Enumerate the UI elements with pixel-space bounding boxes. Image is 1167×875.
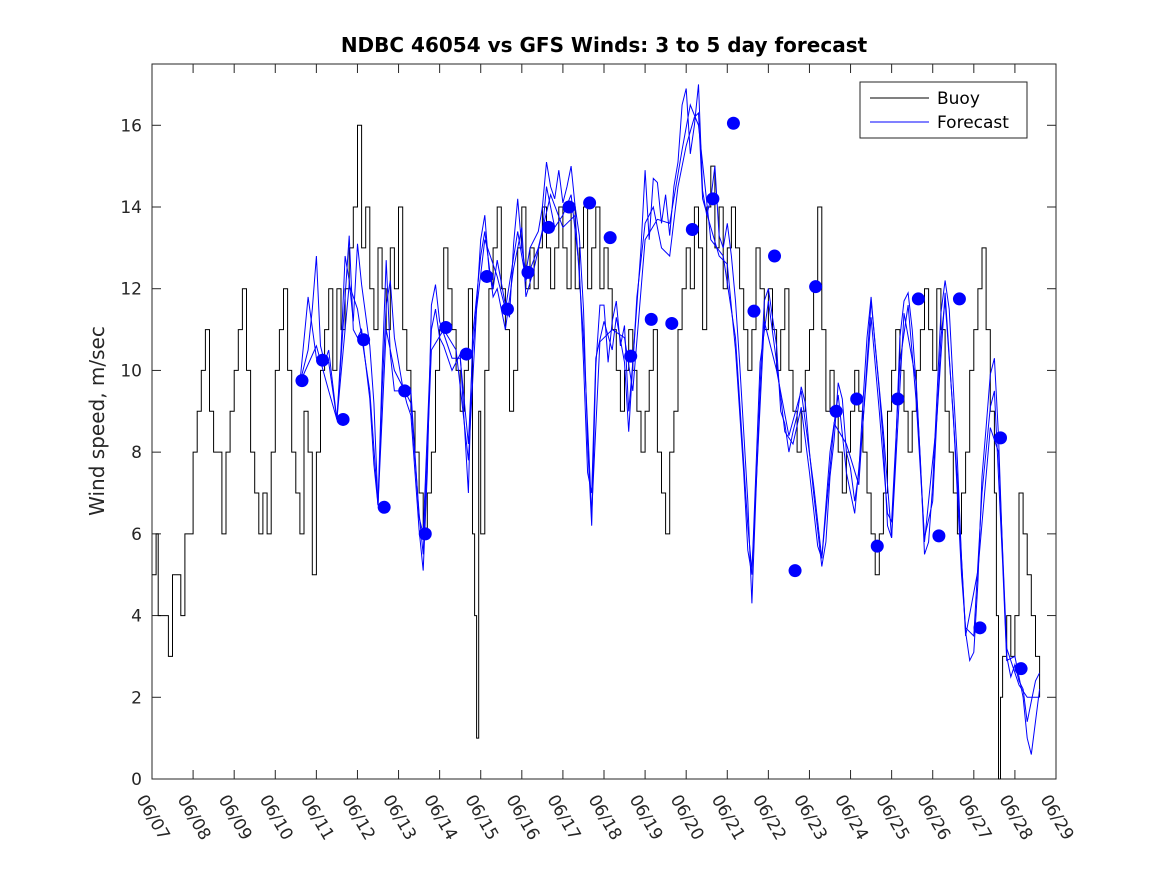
forecast-point	[665, 316, 679, 330]
y-tick-label: 0	[131, 770, 142, 790]
y-tick-label: 12	[120, 280, 142, 300]
forecast-point	[583, 196, 597, 210]
forecast-point	[439, 321, 453, 335]
y-tick-label: 16	[120, 116, 142, 136]
forecast-point	[644, 312, 658, 326]
forecast-point	[994, 431, 1008, 445]
x-tick-label: 06/26	[912, 792, 954, 844]
x-tick-label: 06/23	[789, 792, 831, 844]
forecast-point	[418, 527, 432, 541]
forecast-point	[870, 539, 884, 553]
forecast-point	[706, 192, 720, 206]
x-tick-label: 06/14	[419, 792, 461, 844]
forecast-point	[377, 500, 391, 514]
forecast-point	[809, 280, 823, 294]
forecast-point	[336, 412, 350, 426]
x-tick-label: 06/20	[666, 792, 708, 844]
y-tick-label: 8	[131, 443, 142, 463]
forecast-point	[788, 564, 802, 578]
forecast-point	[891, 392, 905, 406]
legend-buoy-label: Buoy	[937, 89, 980, 109]
x-tick-label: 06/16	[501, 792, 543, 844]
x-tick-label: 06/13	[378, 792, 420, 844]
forecast-point	[542, 220, 556, 234]
forecast-point	[459, 347, 473, 361]
x-tick-label: 06/24	[830, 792, 872, 844]
forecast-point	[768, 249, 782, 263]
forecast-point	[357, 333, 371, 347]
x-tick-label: 06/27	[953, 792, 995, 844]
x-tick-label: 06/07	[132, 792, 174, 844]
forecast-point	[747, 304, 761, 318]
legend: Buoy Forecast	[859, 81, 1028, 139]
forecast-point	[952, 292, 966, 306]
x-tick-label: 06/12	[337, 792, 379, 844]
marker-layer	[295, 116, 1028, 676]
forecast-point	[398, 384, 412, 398]
y-tick-label: 6	[131, 525, 142, 545]
y-tick-label: 10	[120, 361, 142, 381]
x-tick-label: 06/25	[871, 792, 913, 844]
forecast-point	[603, 231, 617, 245]
forecast-series-line-1	[299, 84, 1041, 722]
chart-title: NDBC 46054 vs GFS Winds: 3 to 5 day fore…	[341, 33, 868, 57]
x-tick-label: 06/11	[296, 792, 338, 844]
forecast-point	[500, 302, 514, 316]
forecast-point	[521, 265, 535, 279]
x-tick-label: 06/22	[748, 792, 790, 844]
forecast-point	[1014, 662, 1028, 676]
legend-box	[859, 81, 1028, 139]
forecast-point	[911, 292, 925, 306]
y-axis-label: Wind speed, m/sec	[85, 326, 109, 516]
x-tick-label: 06/28	[995, 792, 1037, 844]
y-tick-label: 4	[131, 607, 142, 627]
y-tick-label: 14	[120, 198, 142, 218]
forecast-point	[829, 404, 843, 418]
forecast-point	[850, 392, 864, 406]
x-tick-label: 06/10	[255, 792, 297, 844]
x-tick-label: 06/08	[173, 792, 215, 844]
forecast-point	[295, 374, 309, 388]
x-tick-label: 06/17	[543, 792, 585, 844]
y-axis: 0 2 4 6 8 10 12 14 16	[120, 116, 1056, 790]
x-tick-label: 06/15	[460, 792, 502, 844]
forecast-point	[316, 353, 330, 367]
forecast-point	[562, 200, 576, 214]
x-tick-label: 06/18	[584, 792, 626, 844]
x-tick-label: 06/21	[707, 792, 749, 844]
x-tick-label: 06/09	[214, 792, 256, 844]
buoy-series-line	[152, 124, 1041, 780]
forecast-point	[726, 116, 740, 130]
forecast-point	[480, 269, 494, 283]
plot-area	[151, 63, 1057, 780]
forecast-point	[973, 621, 987, 635]
forecast-point	[624, 349, 638, 363]
forecast-point	[685, 222, 699, 236]
x-tick-label: 06/19	[625, 792, 667, 844]
x-tick-label: 06/29	[1036, 792, 1078, 844]
legend-forecast-label: Forecast	[937, 113, 1009, 133]
y-tick-label: 2	[131, 688, 142, 708]
forecast-point	[932, 529, 946, 543]
